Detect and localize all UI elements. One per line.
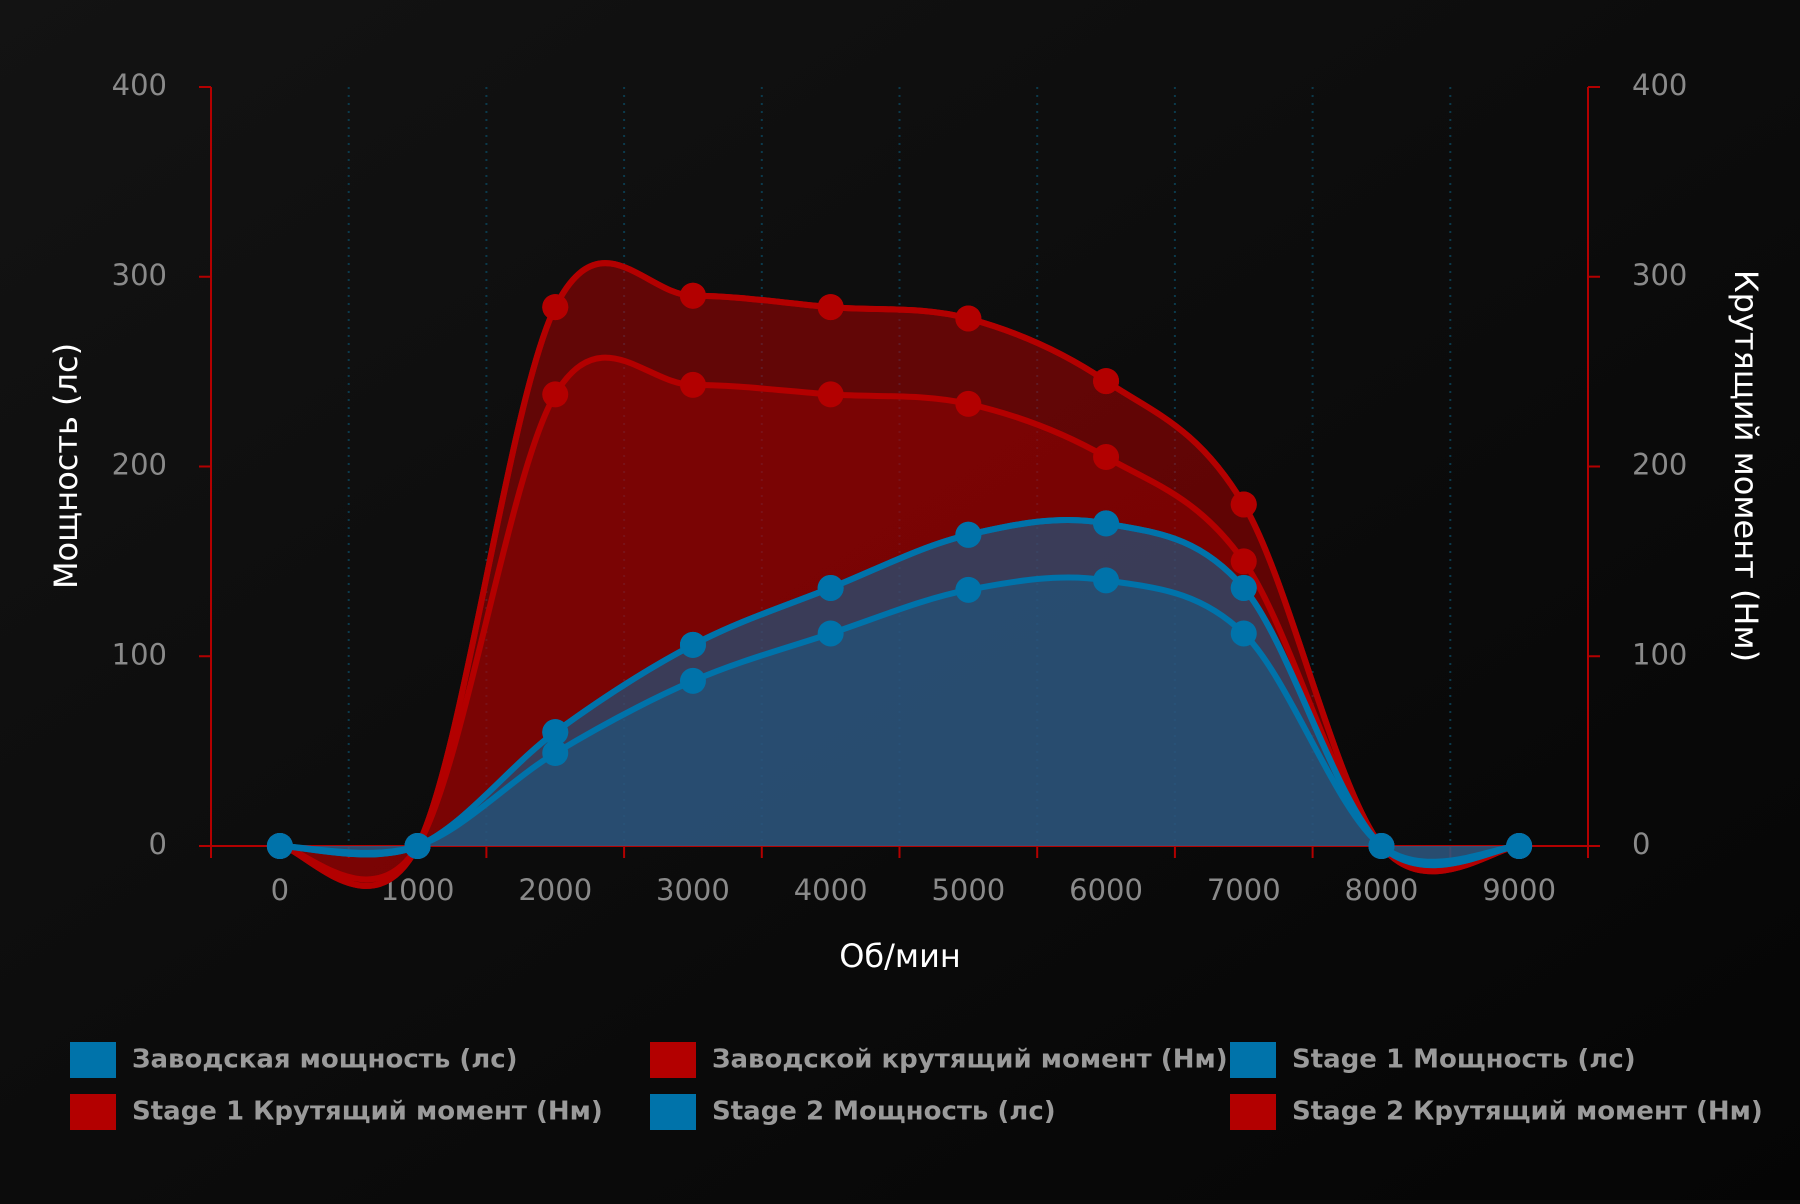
marker <box>679 631 706 658</box>
y-tick-label: 200 <box>112 448 167 482</box>
marker <box>679 282 706 309</box>
marker <box>679 371 706 398</box>
marker <box>1368 833 1395 859</box>
marker <box>542 740 569 767</box>
y2-axis-title: Крутящий момент (Нм) <box>1727 270 1765 662</box>
legend-label: Stage 2 Крутящий момент (Нм) <box>1292 1097 1763 1127</box>
x-tick-label: 9000 <box>1482 873 1556 907</box>
marker <box>1230 574 1257 601</box>
x-tick-label: 5000 <box>931 873 1005 907</box>
legend-label: Stage 1 Мощность (лс) <box>1292 1045 1636 1075</box>
x-axis-title: Об/мин <box>839 937 961 975</box>
marker <box>404 833 431 859</box>
legend-swatch <box>650 1042 696 1078</box>
marker <box>1230 548 1257 575</box>
area <box>279 577 1520 862</box>
marker <box>955 305 982 332</box>
legend-swatch <box>1230 1042 1276 1078</box>
y-tick-label: 100 <box>112 637 167 671</box>
marker <box>266 833 293 859</box>
marker <box>542 381 569 408</box>
legend-swatch <box>650 1094 696 1130</box>
marker <box>1093 444 1120 471</box>
area <box>279 357 1520 880</box>
legend-swatch <box>1230 1094 1276 1130</box>
marker <box>542 719 569 746</box>
y-tick-label: 400 <box>112 68 167 102</box>
y2-tick-label: 300 <box>1632 258 1687 292</box>
legend-label: Stage 1 Крутящий момент (Нм) <box>132 1097 603 1127</box>
line <box>279 574 1520 865</box>
marker <box>679 667 706 694</box>
marker <box>817 381 844 408</box>
legend-label: Заводская мощность (лс) <box>132 1045 518 1075</box>
legend-swatch <box>70 1042 116 1078</box>
legend-label: Stage 2 Мощность (лс) <box>712 1097 1056 1127</box>
y2-tick-label: 200 <box>1632 448 1687 482</box>
marker <box>817 294 844 321</box>
marker <box>955 576 982 603</box>
y2-tick-label: 100 <box>1632 637 1687 671</box>
marker <box>955 390 982 417</box>
line <box>279 516 1520 869</box>
marker <box>1230 620 1257 647</box>
line <box>279 354 1520 883</box>
marker <box>1093 567 1120 594</box>
y-tick-label: 0 <box>149 827 167 861</box>
x-tick-label: 8000 <box>1345 873 1419 907</box>
x-tick-label: 4000 <box>794 873 868 907</box>
marker <box>955 521 982 548</box>
marker <box>1506 833 1533 859</box>
legend-label: Заводской крутящий момент (Нм) <box>712 1045 1228 1075</box>
x-tick-label: 6000 <box>1069 873 1143 907</box>
legend-swatch <box>70 1094 116 1130</box>
marker <box>542 294 569 321</box>
marker <box>1093 510 1120 537</box>
x-tick-label: 3000 <box>656 873 730 907</box>
marker <box>1093 368 1120 395</box>
y-axis-title: Мощность (лс) <box>47 343 85 589</box>
y-tick-label: 300 <box>112 258 167 292</box>
y2-tick-label: 0 <box>1632 827 1650 861</box>
x-tick-label: 2000 <box>518 873 592 907</box>
marker <box>1230 491 1257 518</box>
x-tick-label: 7000 <box>1207 873 1281 907</box>
y2-tick-label: 400 <box>1632 68 1687 102</box>
x-tick-label: 0 <box>271 873 289 907</box>
line <box>279 260 1520 889</box>
marker <box>817 574 844 601</box>
marker <box>817 620 844 647</box>
